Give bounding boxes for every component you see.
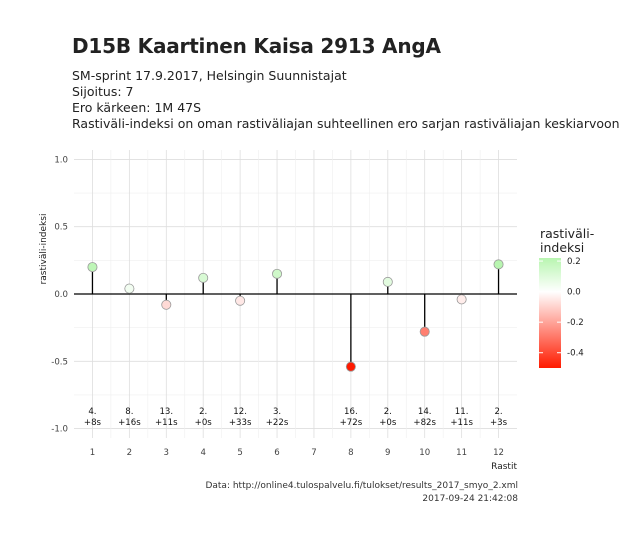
subtitle-placement: Sijoitus: 7 (72, 84, 134, 99)
subtitle-description: Rastiväli-indeksi on oman rastiväliajan … (72, 116, 620, 131)
diff-label-9: +0s (379, 418, 397, 428)
y-tick-label: 1.0 (54, 155, 68, 165)
diff-label-1: +8s (84, 418, 102, 428)
point-control-11 (456, 294, 467, 305)
legend-title: rastiväli- (540, 226, 594, 241)
point-control-12 (493, 259, 504, 270)
rank-label-3: 13. (159, 407, 173, 417)
x-tick-label: 11 (456, 448, 467, 458)
diff-label-4: +0s (195, 418, 213, 428)
legend-colorbar (539, 258, 561, 368)
lollipop-points (87, 259, 504, 372)
axes: 1.00.50.0-0.5-1.01 2 3 4 5 6 7 8 9 10 11 12Rastitra… (39, 155, 517, 472)
diff-label-2: +16s (118, 418, 141, 428)
x-tick-label: 5 (237, 448, 242, 458)
grid (74, 150, 517, 438)
y-tick-label: 0.0 (54, 290, 68, 300)
x-tick-label: 6 (274, 448, 279, 458)
rank-label-10: 14. (418, 407, 432, 417)
point-control-2 (124, 283, 135, 294)
legend-tick-label: -0.2 (567, 318, 584, 328)
diff-label-8: +72s (340, 418, 363, 428)
point-control-10 (419, 326, 430, 337)
y-tick-label: 0.5 (54, 223, 68, 233)
x-tick-label: 9 (385, 448, 390, 458)
x-tick-label: 8 (348, 448, 353, 458)
rank-label-11: 11. (455, 407, 469, 417)
diff-label-11: +11s (450, 418, 473, 428)
y-tick-label: -0.5 (51, 357, 68, 367)
source-caption: Data: http://online4.tulospalvelu.fi/tul… (205, 481, 518, 491)
rank-label-2: 8. (125, 407, 133, 417)
legend-tick-label: -0.4 (567, 349, 584, 359)
y-axis-title: rastiväli-indeksi (39, 214, 49, 285)
point-control-3 (161, 299, 172, 310)
point-control-6 (272, 268, 283, 279)
diff-label-12: +3s (490, 418, 508, 428)
point-control-8 (345, 361, 356, 372)
x-tick-label: 1 (90, 448, 95, 458)
y-tick-label: -1.0 (51, 425, 68, 435)
timestamp-caption: 2017-09-24 21:42:08 (422, 494, 518, 504)
point-labels: 4.+8s8.+16s13.+11s2.+0s12.+33s3.+22s16.+… (84, 407, 508, 428)
x-tick-label: 2 (127, 448, 132, 458)
x-tick-label: 3 (164, 448, 169, 458)
rank-label-9: 2. (384, 407, 392, 417)
x-axis-title: Rastit (491, 462, 517, 472)
x-tick-label: 7 (311, 448, 316, 458)
rank-label-8: 16. (344, 407, 358, 417)
diff-label-10: +82s (413, 418, 436, 428)
diff-label-5: +33s (229, 418, 252, 428)
point-control-1 (87, 262, 98, 273)
rank-label-4: 2. (199, 407, 207, 417)
point-control-4 (198, 272, 209, 283)
x-tick-label: 12 (493, 448, 504, 458)
legend-title-2: indeksi (540, 240, 584, 255)
subtitle-gap: Ero kärkeen: 1M 47S (72, 100, 202, 115)
legend-tick-label: 0.2 (567, 257, 581, 267)
subtitle-event: SM-sprint 17.9.2017, Helsingin Suunnista… (72, 68, 347, 83)
point-control-9 (382, 276, 393, 287)
x-tick-label: 4 (200, 448, 205, 458)
legend-tick-label: 0.0 (567, 288, 581, 298)
diff-label-6: +22s (266, 418, 289, 428)
rank-label-1: 4. (88, 407, 96, 417)
rank-label-12: 2. (494, 407, 502, 417)
x-tick-label: 10 (419, 448, 430, 458)
point-control-5 (235, 295, 246, 306)
color-legend: rastiväli- indeksi 0.2 0.0 -0.2 -0.4 (539, 226, 594, 368)
rank-label-6: 3. (273, 407, 281, 417)
chart-title: D15B Kaartinen Kaisa 2913 AngA (72, 34, 441, 58)
diff-label-3: +11s (155, 418, 178, 428)
rank-label-5: 12. (233, 407, 247, 417)
